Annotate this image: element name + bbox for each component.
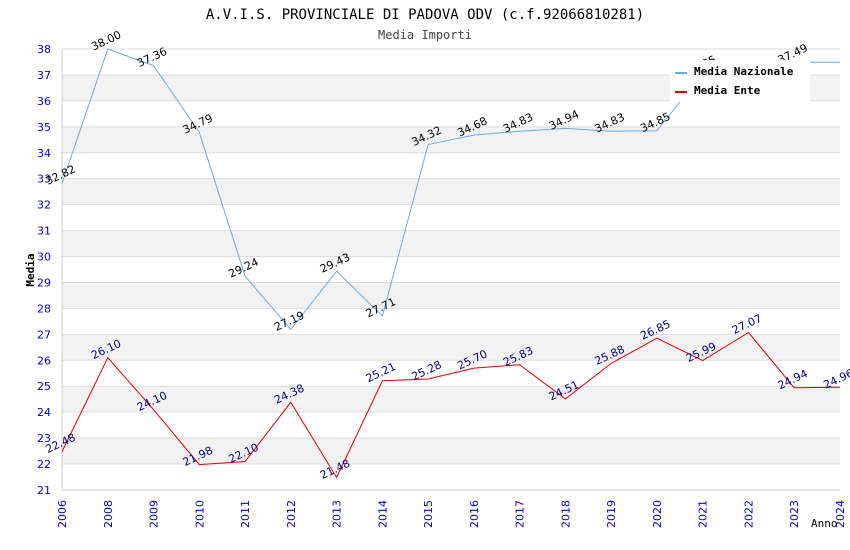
data-label: 25.28: [410, 358, 444, 383]
grid-band: [62, 438, 840, 465]
series-line-media-ente: [61, 331, 841, 479]
y-tick-label: 34: [37, 147, 51, 160]
y-tick-label: 26: [37, 354, 51, 367]
x-tick-label: 2018: [559, 500, 572, 528]
x-tick-label: 2019: [605, 500, 618, 528]
x-tick-label: 2023: [788, 500, 801, 528]
y-axis-label: Media: [24, 253, 37, 286]
grid-bands: [62, 74, 840, 465]
y-tick-label: 22: [37, 458, 51, 471]
y-tick-label: 37: [37, 69, 51, 82]
grid-band: [62, 334, 840, 361]
x-axis-ticks: 2006 2008 2009 2010 2011 2012 2013 2014 2015 2016…: [56, 500, 847, 528]
x-tick-label: 2014: [376, 500, 389, 528]
y-tick-label: 23: [37, 432, 51, 445]
chart-title: A.V.I.S. PROVINCIALE DI PADOVA ODV (c.f.…: [206, 7, 644, 23]
series-lines: [61, 48, 841, 479]
chart-subtitle: Media Importi: [378, 28, 472, 42]
legend-label-nazionale: Media Nazionale: [694, 65, 794, 78]
y-tick-label: 24: [37, 406, 51, 419]
y-tick-label: 25: [37, 380, 51, 393]
y-tick-label: 35: [37, 121, 51, 134]
x-tick-label: 2012: [285, 500, 298, 528]
y-tick-label: 29: [37, 276, 51, 289]
grid-lines: [61, 48, 840, 491]
x-tick-label: 2009: [148, 500, 161, 528]
y-tick-label: 33: [37, 173, 51, 186]
y-tick-label: 30: [37, 251, 51, 264]
legend-box: [670, 60, 810, 102]
grid-band: [62, 282, 840, 309]
x-tick-label: 2013: [331, 500, 344, 528]
data-label: 29.24: [227, 256, 261, 281]
y-tick-label: 38: [37, 43, 51, 56]
y-tick-label: 32: [37, 199, 51, 212]
grid-band: [62, 386, 840, 413]
data-label: 27.19: [272, 309, 306, 334]
legend: Media Nazionale Media Ente: [670, 60, 810, 102]
x-tick-label: 2011: [239, 500, 252, 528]
x-axis-label: Anno: [811, 517, 838, 530]
y-tick-label: 28: [37, 302, 51, 315]
x-tick-label: 2024: [834, 500, 847, 528]
grid-band: [62, 230, 840, 257]
x-tick-label: 2020: [651, 500, 664, 528]
y-tick-label: 21: [37, 484, 51, 497]
y-tick-label: 31: [37, 225, 51, 238]
grid-band: [62, 178, 840, 205]
data-label: 38.00: [89, 28, 123, 53]
x-tick-label: 2006: [56, 500, 69, 528]
y-tick-label: 27: [37, 328, 51, 341]
legend-label-ente: Media Ente: [694, 84, 761, 97]
x-tick-label: 2010: [193, 500, 206, 528]
x-tick-label: 2008: [102, 500, 115, 528]
x-tick-label: 2022: [742, 500, 755, 528]
x-tick-label: 2021: [697, 500, 710, 528]
y-tick-label: 36: [37, 95, 51, 108]
x-tick-label: 2017: [514, 500, 527, 528]
data-label: 25.21: [364, 360, 398, 385]
x-tick-label: 2016: [468, 500, 481, 528]
x-tick-label: 2015: [422, 500, 435, 528]
y-axis-ticks: 21 22 23 24 25 26 27 28 29 30 31 32 33 34 35 36 37 38: [37, 43, 51, 497]
